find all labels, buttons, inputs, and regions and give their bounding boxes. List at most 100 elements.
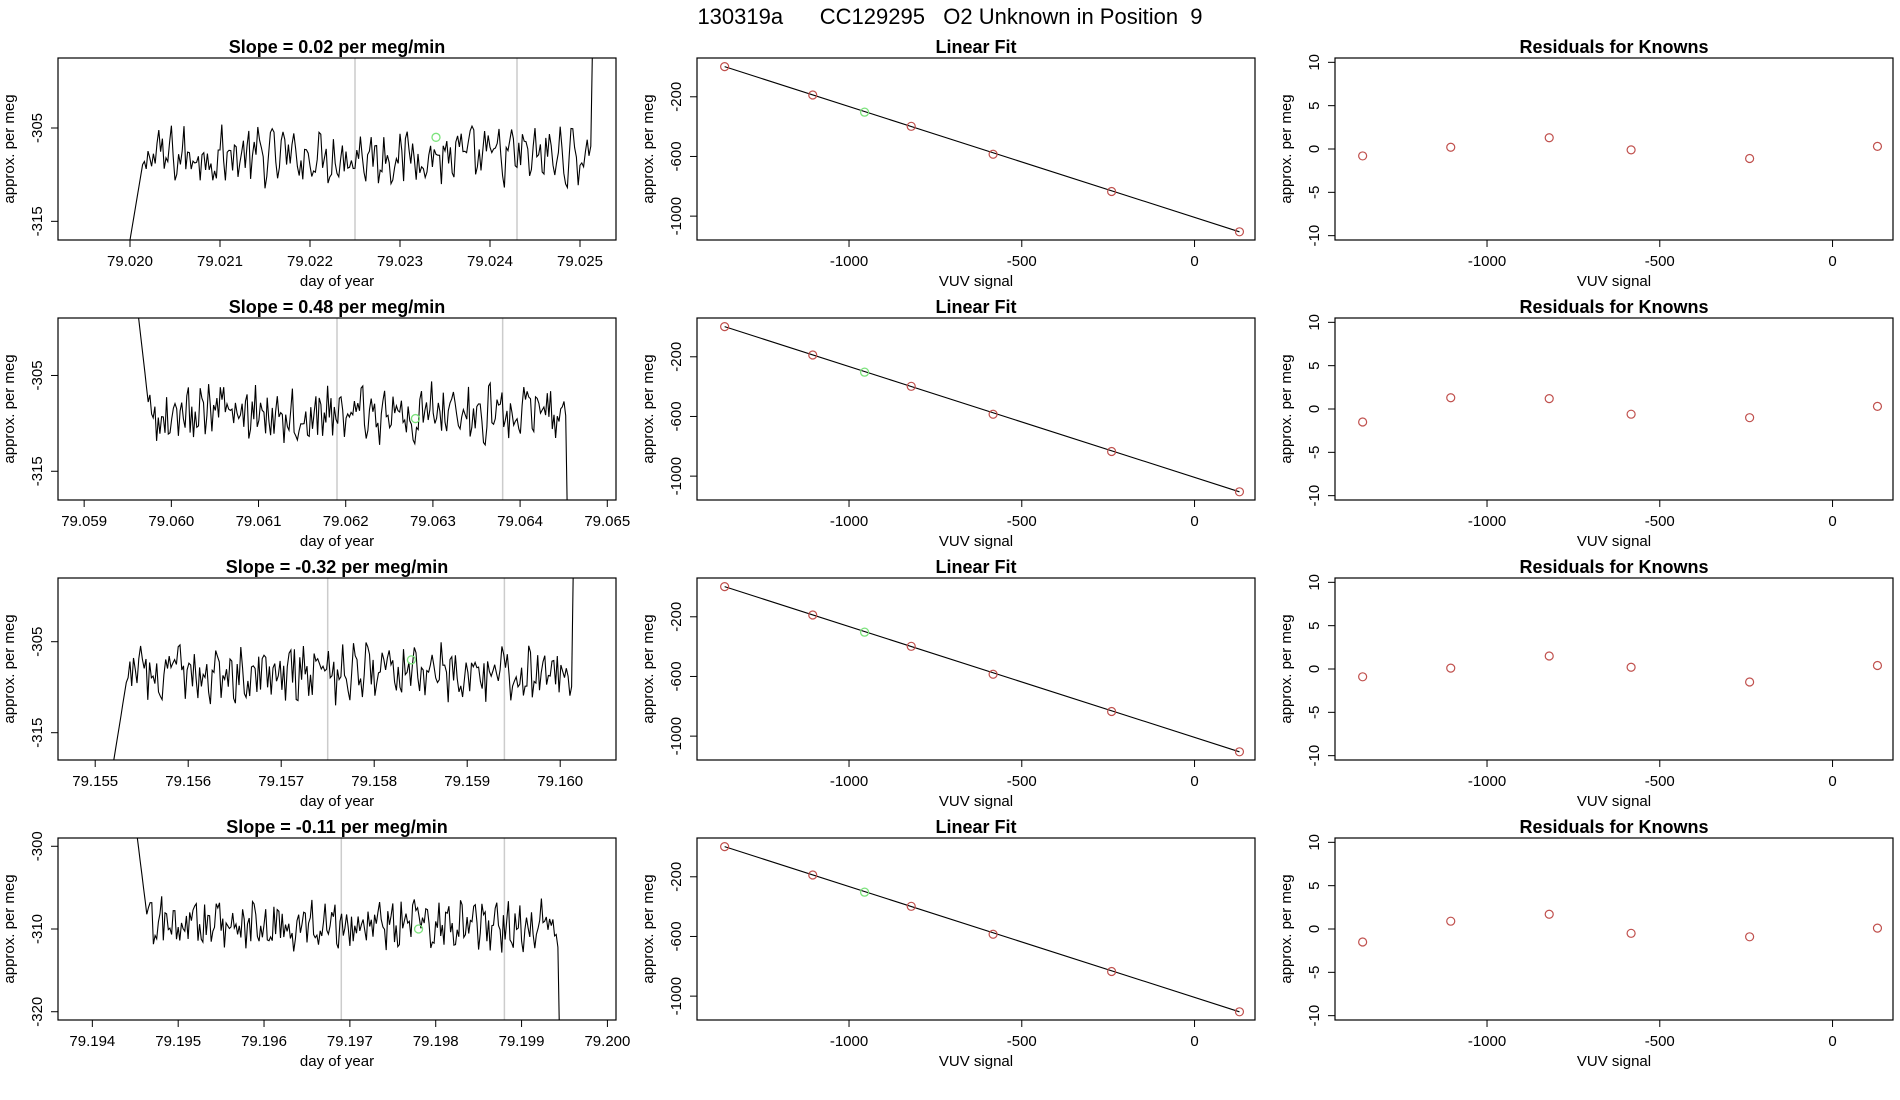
y-tick-label: -1000 (668, 457, 685, 495)
plot-frame (57, 317, 617, 501)
y-tick-label: 10 (1306, 574, 1323, 591)
x-tick-label: 0 (1190, 253, 1198, 270)
x-tick-label: 79.200 (584, 1033, 630, 1050)
x-tick-label: -500 (1645, 773, 1675, 790)
data-point (1107, 966, 1117, 977)
unknown-point (859, 887, 870, 897)
y-tick-label: -315 (29, 718, 46, 748)
unknown-point (859, 107, 870, 117)
y-axis-label: approx. per meg (640, 874, 657, 983)
x-tick-label: -500 (1645, 1033, 1675, 1050)
x-tick-label: 79.195 (155, 1033, 201, 1050)
data-point (1234, 227, 1245, 237)
unknown-point (859, 627, 870, 637)
data-point (1745, 413, 1755, 423)
data-point (720, 62, 730, 72)
x-tick-label: -500 (1007, 773, 1037, 790)
plot-area (720, 842, 1245, 1017)
x-tick-label: -1000 (830, 1033, 868, 1050)
plot-area (129, 58, 593, 240)
y-tick-label: -315 (29, 206, 46, 236)
y-tick-label: -5 (1306, 966, 1323, 979)
y-tick-label: 5 (1306, 101, 1323, 109)
x-tick-label: 79.060 (148, 513, 194, 530)
data-point (906, 901, 916, 911)
y-axis-label: approx. per meg (1278, 874, 1295, 983)
y-tick-label: -200 (668, 862, 685, 892)
y-tick-label: -300 (29, 831, 46, 861)
data-point (1626, 145, 1636, 155)
x-tick-label: 79.158 (351, 773, 397, 790)
fit-line (724, 66, 1240, 233)
y-tick-label: -10 (1306, 745, 1323, 767)
y-tick-label: 10 (1306, 314, 1323, 331)
data-point (1745, 932, 1755, 942)
data-point (1745, 677, 1755, 687)
page-title: 130319a CC129295 O2 Unknown in Position … (697, 4, 1203, 29)
y-tick-label: -200 (668, 82, 685, 112)
chart-title: Residuals for Knowns (1519, 297, 1708, 317)
y-axis-label: approx. per meg (640, 354, 657, 463)
y-tick-label: -5 (1306, 186, 1323, 199)
x-tick-label: 79.199 (499, 1033, 545, 1050)
y-tick-label: 0 (1306, 145, 1323, 153)
x-tick-label: 79.064 (497, 513, 543, 530)
y-tick-label: -305 (29, 627, 46, 657)
y-axis-label: approx. per meg (1278, 354, 1295, 463)
x-tick-label: 79.157 (258, 773, 304, 790)
data-point (1872, 923, 1883, 933)
x-axis-label: VUV signal (1577, 533, 1651, 550)
x-tick-label: 79.061 (236, 513, 282, 530)
y-axis-label: approx. per meg (1, 614, 18, 723)
chart-title: Slope = 0.02 per meg/min (229, 37, 446, 57)
data-point (1745, 153, 1755, 164)
x-axis-label: day of year (300, 273, 374, 290)
chart-panel-1: Slope = 0.02 per meg/min day of year appro… (1, 37, 617, 290)
x-axis-label: VUV signal (1577, 793, 1651, 810)
x-tick-label: 79.194 (69, 1033, 115, 1050)
data-point (1446, 663, 1456, 673)
x-tick-label: -1000 (830, 773, 868, 790)
x-tick-label: -1000 (1468, 773, 1506, 790)
fit-line (724, 586, 1240, 753)
x-tick-label: 0 (1828, 773, 1836, 790)
x-tick-label: 79.159 (444, 773, 490, 790)
y-tick-label: -1000 (668, 717, 685, 755)
x-tick-label: -500 (1007, 253, 1037, 270)
data-point (1626, 662, 1636, 672)
data-point (808, 350, 818, 360)
data-point (1626, 928, 1636, 938)
y-tick-label: 5 (1306, 621, 1323, 629)
x-tick-label: -500 (1007, 1033, 1037, 1050)
chart-panel-7: Slope = -0.32 per meg/min day of year appr… (1, 557, 617, 810)
x-tick-label: 79.197 (327, 1033, 373, 1050)
data-point (808, 870, 818, 880)
plot-area (1358, 133, 1883, 164)
y-tick-label: -200 (668, 602, 685, 632)
y-tick-label: -600 (668, 141, 685, 171)
x-tick-label: 79.065 (584, 513, 630, 530)
y-tick-label: -1000 (668, 977, 685, 1015)
y-axis-label: approx. per meg (1278, 614, 1295, 723)
data-point (720, 322, 730, 332)
chart-panel-11: Linear Fit VUV signal approx. per meg -1000… (640, 817, 1256, 1070)
plot-frame (57, 57, 617, 241)
y-tick-label: -310 (29, 914, 46, 944)
data-point (1544, 909, 1554, 919)
unknown-marker (413, 924, 424, 934)
data-point (720, 582, 730, 592)
chart-title: Linear Fit (935, 557, 1016, 577)
y-tick-label: 10 (1306, 834, 1323, 851)
y-tick-label: 0 (1306, 665, 1323, 673)
y-tick-label: -305 (29, 360, 46, 390)
x-tick-label: 79.063 (410, 513, 456, 530)
data-point (988, 409, 998, 419)
x-tick-label: -500 (1645, 253, 1675, 270)
data-point (1446, 393, 1456, 403)
plot-frame (696, 317, 1256, 501)
x-axis-label: day of year (300, 1053, 374, 1070)
unknown-marker (406, 655, 417, 665)
plot-frame (696, 577, 1256, 761)
plot-area (1358, 651, 1883, 687)
